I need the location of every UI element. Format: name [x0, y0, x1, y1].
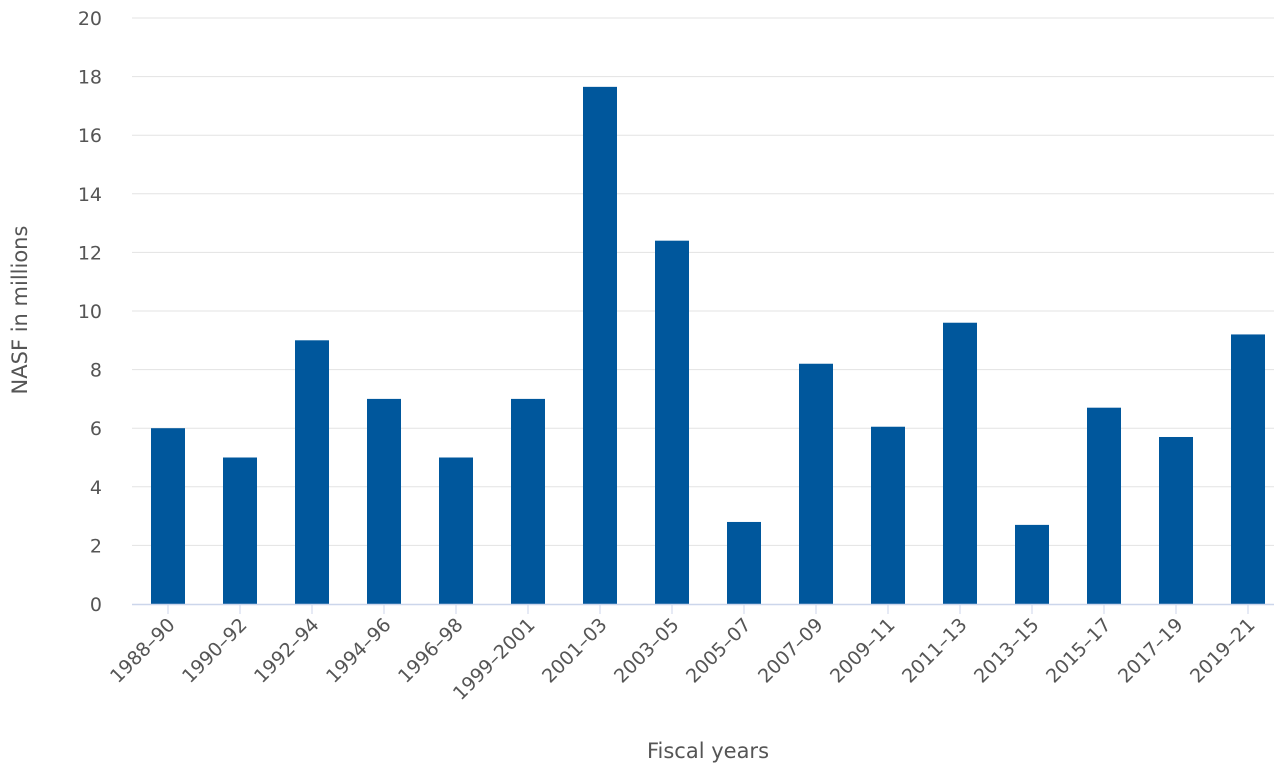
x-axis-ticks: 1988–901990–921992–941994–961996–981999–… — [106, 604, 1260, 705]
x-tick-label: 2019–21 — [1186, 614, 1260, 688]
bar — [727, 521, 761, 604]
x-tick-label: 2009–11 — [826, 614, 900, 688]
bar — [295, 340, 329, 604]
bar — [1231, 334, 1265, 604]
x-tick-label: 2003–05 — [610, 614, 684, 688]
y-tick-label: 10 — [78, 301, 102, 323]
y-axis-title: NASF in millions — [8, 226, 32, 395]
x-tick-label: 2011–13 — [898, 614, 972, 688]
bar — [799, 363, 833, 604]
x-tick-label: 2013–15 — [970, 614, 1044, 688]
bar — [583, 86, 617, 605]
bar — [871, 426, 905, 604]
x-tick-label: 1990–92 — [178, 614, 252, 688]
bars — [151, 86, 1265, 605]
y-tick-label: 8 — [90, 360, 102, 382]
y-tick-label: 6 — [90, 418, 102, 440]
x-axis-title: Fiscal years — [647, 739, 769, 763]
x-tick-label: 1994–96 — [322, 614, 396, 688]
y-tick-label: 20 — [78, 8, 102, 30]
bar — [223, 457, 257, 604]
y-axis-ticks: 0 2 4 6 8 10 12 14 16 18 20 — [78, 8, 102, 616]
bar — [367, 398, 401, 604]
x-tick-label: 1996–98 — [394, 614, 468, 688]
y-tick-label: 12 — [78, 242, 102, 264]
x-tick-label: 1988–90 — [106, 614, 180, 688]
bar — [511, 398, 545, 604]
y-tick-label: 4 — [90, 477, 102, 499]
y-tick-label: 0 — [90, 594, 102, 616]
bar — [1087, 407, 1121, 604]
bar — [1015, 524, 1049, 604]
bar — [943, 322, 977, 604]
x-tick-label: 2005–07 — [682, 614, 756, 688]
bar — [655, 240, 689, 604]
y-tick-label: 18 — [78, 67, 102, 89]
bar — [151, 428, 185, 604]
y-tick-label: 2 — [90, 535, 102, 557]
y-tick-label: 16 — [78, 125, 102, 147]
x-tick-label: 2015–17 — [1042, 614, 1116, 688]
bar — [439, 457, 473, 604]
x-tick-label: 2001–03 — [538, 614, 612, 688]
x-tick-label: 2007–09 — [754, 614, 828, 688]
x-tick-label: 1992–94 — [250, 614, 324, 688]
y-tick-label: 14 — [78, 184, 102, 206]
x-tick-label: 2017–19 — [1114, 614, 1188, 688]
bar — [1159, 436, 1193, 604]
